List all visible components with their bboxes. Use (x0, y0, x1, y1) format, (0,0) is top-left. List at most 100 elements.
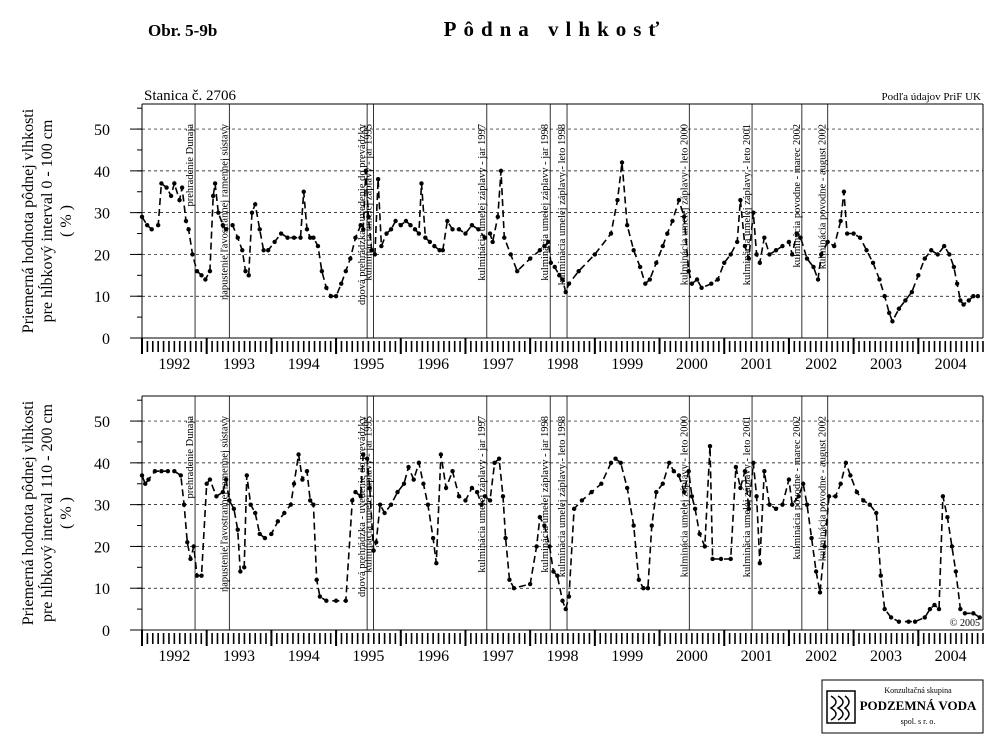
data-point (647, 277, 653, 282)
data-point (631, 248, 636, 253)
data-point (819, 252, 824, 257)
logo-box (821, 679, 984, 734)
x-tick-label: 1994 (288, 648, 320, 665)
data-point (216, 210, 221, 215)
data-point (207, 268, 213, 274)
data-point (324, 598, 329, 603)
data-point (660, 243, 665, 249)
x-tick-label: 1995 (352, 648, 384, 665)
data-point (557, 273, 562, 278)
data-point (469, 485, 475, 491)
data-point (179, 185, 185, 190)
event-label: kulminácia povodne - august 2002 (818, 124, 829, 269)
x-tick-label: 1992 (158, 648, 190, 665)
data-point (728, 556, 733, 562)
data-point (882, 294, 887, 299)
data-point (143, 481, 148, 486)
data-point (624, 485, 630, 491)
data-point (427, 239, 433, 245)
event-label: kulminácia umelej záplavy - jar 1998 (540, 416, 551, 573)
figure-label: Obr. 5-9b (148, 21, 217, 40)
data-point (235, 527, 240, 532)
data-point (190, 252, 195, 257)
logo-icon (826, 690, 856, 724)
data-point (909, 289, 915, 295)
data-point (482, 235, 488, 240)
data-point (742, 469, 748, 474)
data-point (311, 502, 316, 507)
data-point (548, 260, 554, 265)
data-point (681, 489, 687, 495)
data-point (498, 168, 504, 174)
data-point (388, 227, 394, 232)
data-point (308, 498, 313, 503)
data-point (722, 260, 727, 265)
event-label: kulminácia umelej záplavy - leto 2000 (679, 416, 690, 577)
data-point (958, 606, 963, 612)
x-tick-label: 2001 (741, 648, 773, 665)
data-point (434, 560, 439, 566)
data-point (571, 506, 577, 512)
data-point (507, 577, 512, 583)
data-point (608, 231, 614, 236)
data-point (654, 489, 659, 495)
data-point (227, 498, 232, 503)
data-point (373, 540, 379, 545)
data-point (194, 573, 200, 578)
data-point (186, 227, 191, 232)
data-point (152, 469, 158, 474)
event-label: dnová prehrádzka - uvedenie do prevádzky (357, 123, 368, 305)
data-point (149, 227, 154, 232)
data-point (551, 569, 556, 574)
data-point (542, 523, 547, 528)
data-point (966, 298, 971, 303)
data-point (366, 214, 371, 220)
data-point (508, 252, 513, 257)
data-point (482, 494, 488, 499)
data-point (962, 611, 968, 616)
data-point (697, 531, 702, 537)
data-point (492, 460, 497, 466)
event-label: kulminácia umelej záplavy - jar 1998 (540, 124, 551, 281)
x-tick-label: 1995 (352, 356, 384, 373)
x-tick-label: 2000 (676, 356, 708, 373)
x-tick-label: 2004 (935, 648, 967, 665)
data-point (654, 260, 659, 265)
data-point (906, 619, 911, 624)
data-point (631, 523, 636, 528)
data-point (857, 235, 863, 240)
data-point (165, 469, 171, 474)
data-point (618, 460, 623, 466)
data-point (178, 473, 184, 478)
data-point (421, 481, 426, 486)
data-point (371, 548, 376, 553)
data-point (645, 586, 651, 591)
data-point (935, 252, 940, 257)
data-point (762, 469, 767, 474)
data-point (927, 606, 933, 612)
data-point (826, 494, 832, 499)
data-point (537, 248, 543, 253)
plot: 0 10 20 30 40 50 1992 1993 1994 1995 1996 1997 1998 1… (20, 395, 984, 665)
data-point (463, 498, 468, 503)
data-point (384, 231, 389, 236)
data-point (953, 569, 959, 574)
data-point (619, 160, 625, 165)
event-label: kulminácia umelej záplavy - leto 1998 (557, 416, 568, 577)
data-point (443, 485, 449, 491)
data-point (146, 477, 151, 482)
x-tick-label: 1997 (482, 648, 514, 665)
data-point (547, 544, 552, 549)
data-point (416, 460, 422, 466)
data-point (324, 285, 329, 291)
data-point (177, 197, 182, 203)
data-point (172, 469, 177, 474)
data-point (977, 615, 982, 620)
data-point (298, 235, 303, 240)
data-point (244, 473, 250, 478)
data-point (798, 235, 803, 240)
data-point (767, 502, 772, 507)
data-point (203, 277, 208, 282)
data-point (555, 573, 560, 578)
event-label: prehradenie Dunaja (185, 124, 196, 207)
